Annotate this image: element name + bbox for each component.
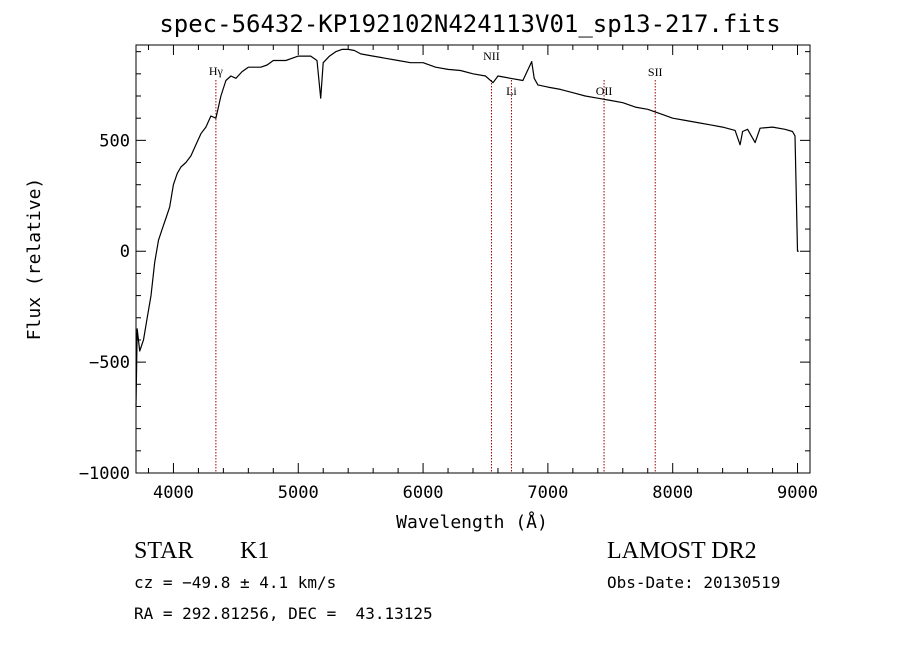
marker-label-3: OII (596, 84, 613, 98)
chart-title: spec-56432-KP192102N424113V01_sp13-217.f… (159, 10, 780, 38)
marker-label-4: SII (648, 65, 663, 79)
spectrum-line-0 (135, 48, 799, 407)
obs-date-text: Obs-Date: 20130519 (607, 573, 781, 592)
marker-label-1: NII (483, 49, 500, 63)
velocity-text: cz = −49.8 ± 4.1 km/s (134, 573, 337, 592)
x-tick-label: 8000 (652, 483, 693, 503)
y-tick-label: 500 (99, 131, 130, 151)
x-tick-label: 6000 (403, 483, 444, 503)
line-markers: Hγ NII Li OII SII (209, 49, 663, 473)
y-axis-label: Flux (relative) (24, 178, 45, 341)
object-class: STAR (134, 538, 194, 564)
x-tick-label: 5000 (278, 483, 319, 503)
axes: 4000 5000 6000 7000 8000 9000 −1000 −500 0 500 (79, 45, 818, 503)
y-tick-label: −1000 (79, 464, 130, 484)
x-tick-label: 4000 (153, 483, 194, 503)
spectral-subclass: K1 (240, 538, 270, 564)
marker-label-0: Hγ (209, 64, 224, 78)
x-tick-label: 7000 (527, 483, 568, 503)
coordinates-text: RA = 292.81256, DEC = 43.13125 (134, 604, 433, 623)
y-tick-label: −500 (89, 353, 130, 373)
marker-label-2: Li (506, 84, 517, 98)
x-tick-label: 9000 (777, 483, 818, 503)
survey-name: LAMOST DR2 (607, 538, 757, 564)
x-axis-label: Wavelength (Å) (396, 511, 548, 533)
plot-frame (135, 44, 811, 474)
spectrum-series (135, 48, 799, 407)
y-tick-label: 0 (120, 242, 130, 262)
